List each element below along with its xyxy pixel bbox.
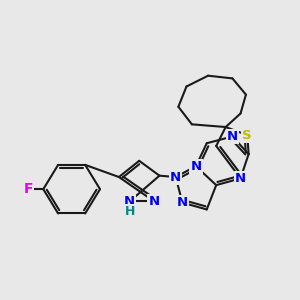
Text: N: N	[170, 170, 181, 184]
Text: N: N	[190, 160, 202, 173]
Text: N: N	[177, 196, 188, 209]
Text: N: N	[148, 195, 160, 208]
Text: N: N	[235, 172, 246, 185]
Text: F: F	[24, 182, 33, 196]
Text: H: H	[124, 205, 135, 218]
Text: N: N	[227, 130, 238, 143]
Text: S: S	[242, 129, 252, 142]
Text: N: N	[124, 195, 135, 208]
